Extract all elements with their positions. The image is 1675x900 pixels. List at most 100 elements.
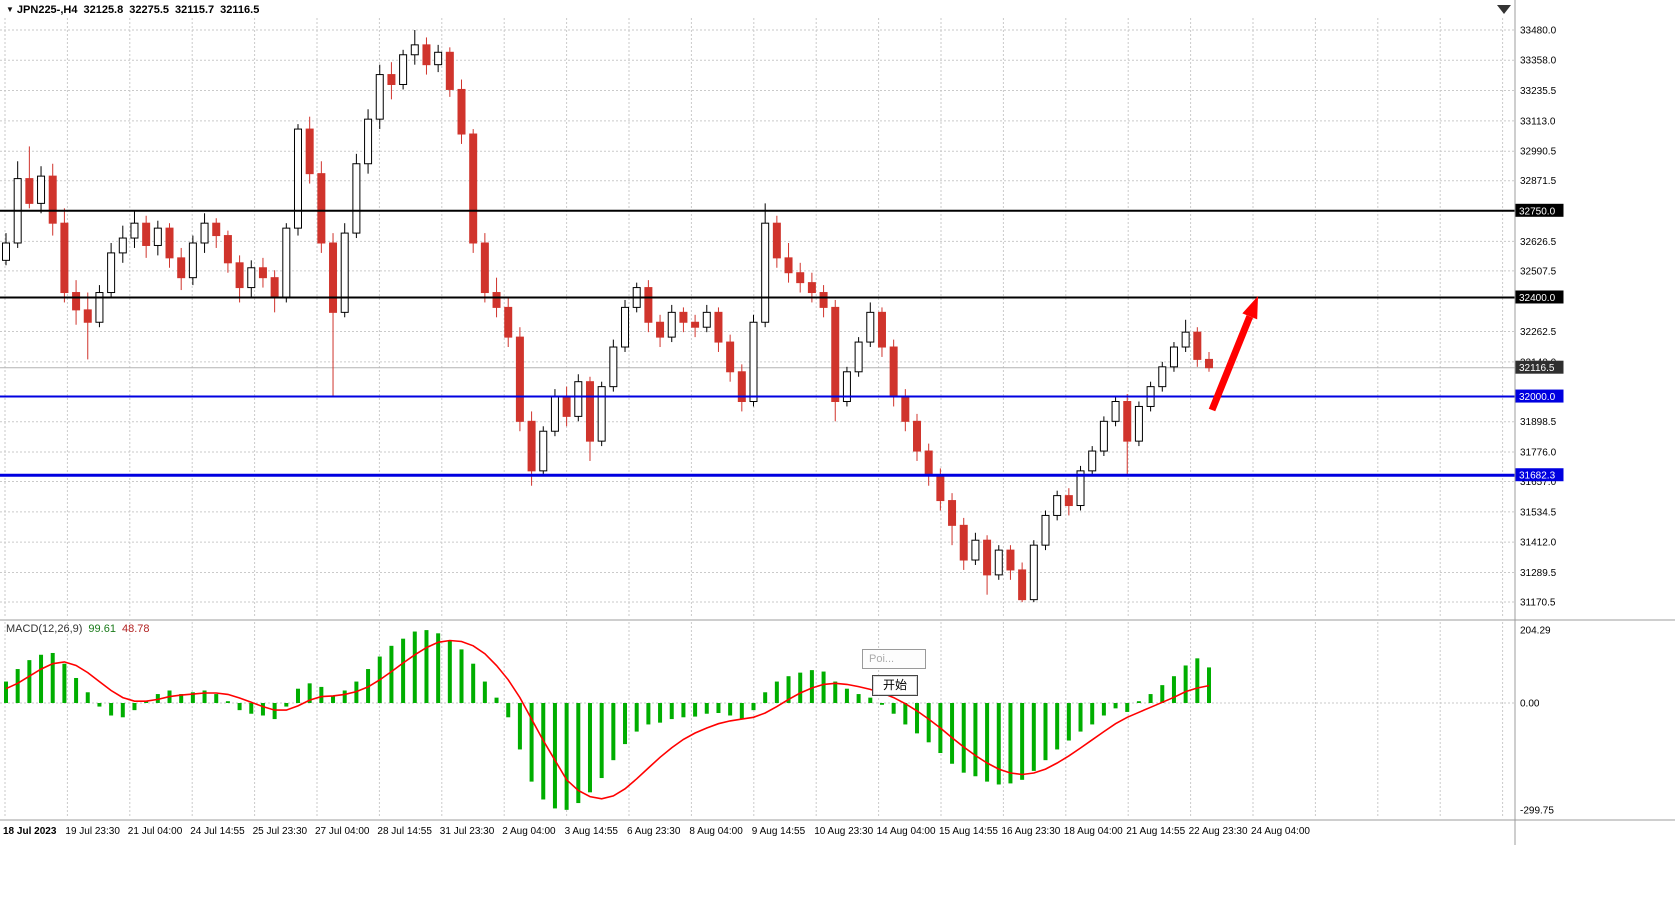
time-axis-label: 28 Jul 14:55 [377, 826, 432, 837]
macd-bar [611, 703, 616, 761]
candle-bear [223, 235, 232, 264]
macd-bar [868, 697, 873, 703]
price-level-badge-text: 32750.0 [1519, 206, 1556, 217]
candle-bear [422, 44, 431, 66]
candle-bear [469, 133, 478, 244]
candle-bear [737, 371, 746, 403]
price-axis-label: 32990.5 [1520, 147, 1557, 158]
time-axis-label: 21 Aug 14:55 [1126, 826, 1185, 837]
candle-bull [597, 386, 606, 442]
macd-signal-line [5, 639, 1210, 800]
candle-bull [188, 242, 197, 279]
candle-bear [784, 257, 793, 274]
candle-bear [527, 420, 536, 472]
macd-bar [74, 677, 79, 703]
macd-axis-label: -299.75 [1520, 806, 1554, 817]
macd-axis-label: 0.00 [1520, 699, 1540, 710]
popup-title-bar[interactable]: Poi... [862, 649, 926, 669]
candle-bear [515, 336, 524, 422]
candle-bear [480, 242, 489, 294]
candle-bear [656, 321, 665, 338]
price-axis-label: 33358.0 [1520, 56, 1557, 67]
trend-arrow-head[interactable] [1242, 296, 1258, 320]
macd-bar [891, 703, 896, 714]
macd-bar [798, 672, 803, 703]
macd-bar [1207, 667, 1211, 703]
macd-bar [739, 703, 744, 720]
candle-bear [562, 396, 571, 417]
macd-bar [552, 703, 557, 809]
macd-bar [879, 703, 884, 705]
macd-bar [109, 703, 114, 716]
macd-bar [728, 703, 733, 716]
price-axis-label: 32626.5 [1520, 237, 1557, 248]
time-axis-label: 2 Aug 04:00 [502, 826, 556, 837]
price-level-badge-text: 31682.3 [1519, 471, 1556, 482]
macd-bar [833, 681, 838, 703]
candle-bull [1088, 450, 1097, 472]
candle-bull [609, 346, 618, 388]
macd-bar [809, 670, 814, 703]
macd-bar [1160, 685, 1165, 703]
macd-bar [646, 703, 651, 725]
candle-bull [375, 74, 384, 120]
candle-bull [247, 267, 256, 289]
candle-bear [235, 262, 244, 289]
candle-bull [2, 242, 10, 261]
candle-bear [165, 227, 174, 259]
ohlc-close: 32116.5 [220, 4, 260, 16]
macd-bar [634, 703, 639, 732]
candle-bear [83, 309, 92, 323]
candle-bear [936, 475, 945, 502]
macd-bar [389, 645, 394, 703]
candle-bear [504, 306, 513, 338]
candle-bull [1041, 514, 1050, 546]
macd-bar [1031, 703, 1036, 771]
candle-bear [387, 74, 396, 85]
start-button[interactable]: 开始 [872, 675, 918, 696]
trend-arrow[interactable] [1208, 315, 1254, 412]
candle-bull [95, 292, 104, 323]
macd-bar [179, 694, 184, 703]
candle-bear [877, 311, 886, 348]
symbol-dropdown-icon[interactable]: ▼ [6, 5, 14, 14]
candle-bull [574, 381, 583, 417]
candle-bull [539, 430, 548, 472]
macd-axis-label: 204.29 [1520, 626, 1551, 637]
candle-bull [667, 311, 676, 338]
macd-bar [144, 701, 149, 703]
macd-bar [225, 701, 230, 703]
time-axis-label: 22 Aug 23:30 [1189, 826, 1248, 837]
candle-bear [913, 420, 922, 452]
candle-bear [1205, 358, 1213, 369]
macd-bar [763, 692, 768, 703]
candle-bear [1123, 401, 1132, 442]
price-axis-label: 31898.5 [1520, 417, 1557, 428]
macd-bar [190, 692, 195, 703]
macd-bar [973, 703, 978, 777]
macd-bar [1101, 703, 1106, 716]
candle-bear [48, 175, 57, 224]
candle-bear [959, 524, 968, 561]
candle-bear [258, 267, 267, 279]
time-axis-label: 19 Jul 23:30 [65, 826, 120, 837]
price-axis-label: 31170.5 [1520, 598, 1556, 609]
macd-bar [342, 690, 347, 703]
macd-bar [447, 640, 452, 703]
candle-bear [644, 287, 653, 323]
macd-bar [155, 694, 160, 703]
candle-bull [1029, 544, 1038, 601]
candle-bear [317, 173, 326, 244]
macd-bar [506, 703, 511, 718]
price-axis-label: 32507.5 [1520, 266, 1557, 277]
price-axis-label: 33480.0 [1520, 26, 1557, 37]
candle-bear [177, 257, 186, 279]
candle-bear [1018, 569, 1027, 601]
price-axis-label: 33113.0 [1520, 116, 1556, 127]
candle-bear [831, 306, 840, 403]
macd-bar [249, 703, 254, 714]
macd-bar [260, 703, 265, 716]
candle-bear [1193, 331, 1202, 360]
